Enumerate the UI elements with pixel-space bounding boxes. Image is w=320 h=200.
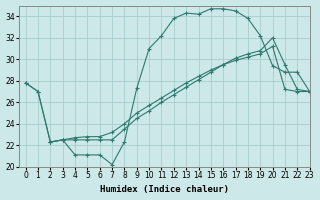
X-axis label: Humidex (Indice chaleur): Humidex (Indice chaleur) bbox=[100, 185, 229, 194]
